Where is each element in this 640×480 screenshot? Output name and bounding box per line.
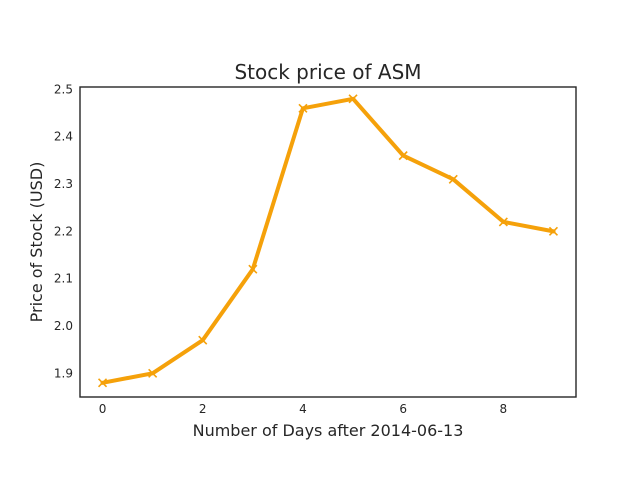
data-point-marker	[97, 378, 108, 388]
x-tick-label: 2	[199, 402, 207, 416]
y-tick-label: 2.2	[54, 224, 73, 238]
y-axis-ticks: 1.9 2.0 2.1 2.2 2.3 2.4 2.5	[54, 82, 73, 380]
data-point-marker	[198, 335, 208, 345]
x-axis-ticks: 0 2 4 6 8	[99, 402, 507, 416]
data-point-marker	[298, 103, 308, 113]
y-axis-label: Price of Stock (USD)	[27, 162, 46, 323]
y-tick-label: 2.3	[54, 177, 73, 191]
x-axis-label: Number of Days after 2014-06-13	[193, 421, 464, 440]
data-point-marker	[148, 368, 158, 378]
data-point-marker	[448, 174, 458, 184]
data-point-marker	[348, 94, 358, 104]
data-point-marker	[548, 226, 559, 236]
y-tick-label: 2.1	[54, 272, 73, 286]
plot-frame	[79, 86, 577, 398]
y-tick-label: 2.4	[54, 130, 73, 144]
data-point-marker	[398, 151, 408, 161]
y-tick-label: 2.0	[54, 319, 73, 333]
chart-title: Stock price of ASM	[234, 60, 421, 84]
x-tick-label: 6	[399, 402, 407, 416]
x-tick-label: 4	[299, 402, 307, 416]
series-line	[100, 96, 556, 385]
data-point-marker	[498, 217, 508, 227]
x-tick-label: 8	[500, 402, 508, 416]
data-point-marker	[248, 264, 258, 274]
y-tick-label: 2.5	[54, 82, 73, 96]
y-tick-label: 1.9	[54, 366, 73, 380]
x-tick-label: 0	[99, 402, 107, 416]
series-layer	[97, 94, 559, 388]
